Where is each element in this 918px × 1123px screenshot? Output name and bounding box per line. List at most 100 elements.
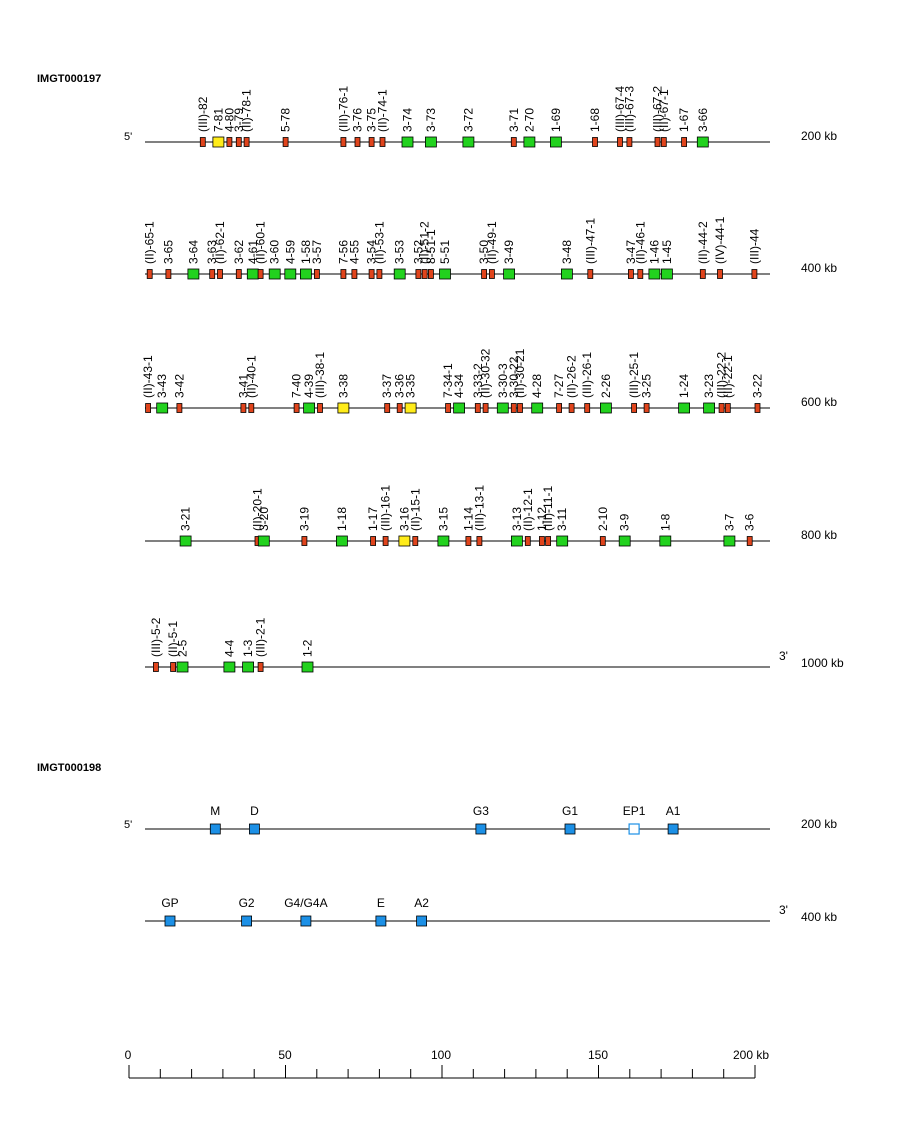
gene-marker <box>531 402 544 414</box>
gene-iii-2-1: (III)-2-1 <box>254 617 268 672</box>
gene-3-6: 3-6 <box>743 513 757 546</box>
gene-label: 3-64 <box>186 240 200 264</box>
gene-marker <box>301 661 314 673</box>
gene-label: 3-9 <box>618 513 632 531</box>
gene-label: 4-39 <box>302 374 316 398</box>
gene-5-78: 5-78 <box>279 108 293 147</box>
gene-label: (II)-67-1 <box>657 89 671 132</box>
gene-label: (IV)-44-1 <box>713 216 727 264</box>
locus1-row-2: 400 kb (II)-65-1 3-65 3-64 3-63(II)-62-1 3-6… <box>143 216 837 280</box>
gene-marker <box>474 403 481 413</box>
gene-marker <box>340 269 347 279</box>
gene-label: 3-53 <box>393 240 407 264</box>
gene-label: 4-55 <box>347 240 361 264</box>
gene-3-25: 3-25 <box>640 374 654 413</box>
gene-marker <box>303 402 316 414</box>
gene-marker <box>564 823 576 835</box>
gene-label: 1-46 <box>647 240 661 264</box>
gene-marker <box>354 137 361 147</box>
gene-3-23: 3-23 <box>702 374 716 414</box>
gene-marker <box>445 403 452 413</box>
gene-marker <box>659 535 672 547</box>
gene-marker <box>539 536 545 546</box>
gene-8-51-1: 8-51-1 <box>424 229 438 279</box>
gene-iii-67-3: (III)-67-3 <box>622 86 636 147</box>
row-position-label: 400 kb <box>801 261 837 275</box>
gene-track: (II)-65-1 3-65 3-64 3-63(II)-62-1 3-62 4-61(I… <box>143 216 761 280</box>
gene-label: 7-56 <box>336 240 350 264</box>
gene-marker <box>156 402 169 414</box>
gene-4-59: 4-59 <box>283 240 297 280</box>
gene-ii-78-1: (II)-78-1 <box>240 89 254 147</box>
gene-1-17: 1-17 <box>366 507 380 546</box>
gene-label: (II)-44-2 <box>696 221 710 264</box>
gene-label: (III)-67-3 <box>622 86 636 132</box>
gene-marker <box>703 402 715 414</box>
gene-2-10: 2-10 <box>596 507 610 546</box>
gene-1-69: 1-69 <box>549 108 563 148</box>
gene-marker <box>268 268 281 280</box>
gene-iii-26-1: (III)-26-1 <box>580 352 594 413</box>
gene-3-21: 3-21 <box>179 507 193 547</box>
gene-marker <box>146 269 153 279</box>
locus1-row-1: 5' 200 kb (III)-82 7-814-803-79(II)-78-1 5… <box>124 86 837 148</box>
gene-marker <box>301 536 308 546</box>
gene-marker <box>681 137 687 147</box>
gene-label: (III)-82 <box>196 96 210 132</box>
gene-marker <box>523 136 536 148</box>
scale-bar: 0 50 100 150 200 kb <box>125 1048 769 1079</box>
gene-track: (III)-82 7-814-803-79(II)-78-1 5-78 (III)-7… <box>196 86 710 148</box>
gene-label: 7-34-1 <box>441 363 455 398</box>
gene-label: 1-17 <box>366 507 380 531</box>
gene-marker <box>584 403 591 413</box>
gene-label: 3-13 <box>510 507 524 531</box>
gene-2-70: 2-70 <box>522 108 536 148</box>
gene-label: 1-58 <box>299 240 313 264</box>
gene-label: 1-45 <box>660 240 674 264</box>
gene-label: 3-74 <box>401 108 415 132</box>
gene-g2: G2 <box>239 896 255 927</box>
gene-marker <box>176 403 183 413</box>
gene-label: E <box>377 896 385 910</box>
gene-marker <box>587 269 594 279</box>
gene-2-5: 2-5 <box>176 639 190 673</box>
gene-marker <box>746 536 753 546</box>
gene-label: D <box>250 804 259 818</box>
gene-label: (II)-22-1 <box>721 355 735 398</box>
gene-3-33-2: 3-33-2 <box>471 363 485 413</box>
gene-label: 4-80 <box>222 108 236 132</box>
gene-3-79: 3-79 <box>232 108 246 147</box>
scale-tick-label: 50 <box>278 1048 292 1062</box>
gene-3-63: 3-63 <box>205 240 219 279</box>
gene-iii-11-1: (III)-11-1 <box>541 486 555 546</box>
scale-tick-label: 150 <box>588 1048 608 1062</box>
gene-a2: A2 <box>414 896 429 927</box>
gene-1-12: 1-12 <box>535 507 549 546</box>
gene-label: 3-47 <box>624 240 638 264</box>
gene-marker <box>337 402 350 414</box>
gene-marker <box>661 268 673 280</box>
gene-label: (III)-67-4 <box>613 86 627 132</box>
gene-d: D <box>248 804 260 835</box>
gene-3-62: 3-62 <box>232 240 246 279</box>
gene-track: (III)-5-2 (II)-5-12-5 4-4 1-3(III)-2-1 1-2 <box>149 617 315 673</box>
gene-3-65: 3-65 <box>161 240 175 279</box>
gene-label: 2-26 <box>599 374 613 398</box>
gene-marker <box>152 662 159 672</box>
gene-g1: G1 <box>562 804 578 835</box>
gene-1-45: 1-45 <box>660 240 674 280</box>
gene-label: (II)-65-1 <box>143 221 157 264</box>
gene-3-47: 3-47 <box>624 240 638 279</box>
gene-3-52: 3-52 <box>411 240 425 279</box>
gene-1-67: 1-67 <box>677 108 691 147</box>
gene-3-74: 3-74 <box>401 108 415 148</box>
gene-ii-65-1: (II)-65-1 <box>143 221 157 279</box>
gene-marker <box>317 403 323 413</box>
gene-label: 5-78 <box>279 108 293 132</box>
gene-label: 7-27 <box>552 374 566 398</box>
gene-label: 1-68 <box>588 108 602 132</box>
locus2-title: IMGT000198 <box>37 762 101 774</box>
gene-marker <box>453 402 466 414</box>
gene-iii-47-1: (III)-47-1 <box>583 218 597 279</box>
